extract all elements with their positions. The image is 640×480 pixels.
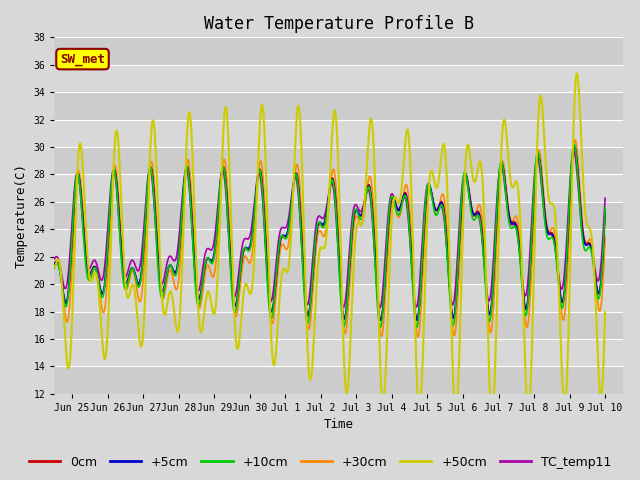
0cm bbox=[61, 300, 69, 306]
TC_temp11 bbox=[61, 286, 69, 291]
Line: TC_temp11: TC_temp11 bbox=[36, 152, 605, 308]
Bar bbox=[54, 257, 623, 284]
Y-axis label: Temperature(C): Temperature(C) bbox=[15, 163, 28, 268]
+10cm bbox=[33, 222, 40, 228]
Line: +10cm: +10cm bbox=[36, 144, 605, 327]
+30cm bbox=[601, 233, 609, 239]
+10cm bbox=[61, 304, 69, 310]
TC_temp11 bbox=[376, 305, 384, 311]
+30cm bbox=[414, 334, 422, 340]
Bar bbox=[54, 147, 623, 174]
+5cm bbox=[294, 180, 302, 186]
+10cm bbox=[570, 141, 578, 147]
Bar bbox=[54, 284, 623, 312]
+50cm bbox=[586, 225, 593, 231]
Legend: 0cm, +5cm, +10cm, +30cm, +50cm, TC_temp11: 0cm, +5cm, +10cm, +30cm, +50cm, TC_temp1… bbox=[24, 451, 616, 474]
0cm bbox=[481, 261, 488, 267]
Bar bbox=[54, 37, 623, 65]
+50cm bbox=[488, 413, 496, 419]
+5cm bbox=[481, 264, 488, 270]
+5cm bbox=[570, 144, 578, 150]
Bar bbox=[54, 65, 623, 92]
Line: +30cm: +30cm bbox=[36, 140, 605, 337]
Bar bbox=[54, 174, 623, 202]
+30cm bbox=[586, 237, 593, 242]
Text: SW_met: SW_met bbox=[60, 53, 105, 66]
Title: Water Temperature Profile B: Water Temperature Profile B bbox=[204, 15, 474, 33]
0cm bbox=[33, 228, 40, 233]
TC_temp11 bbox=[601, 195, 609, 201]
TC_temp11 bbox=[586, 240, 593, 246]
+10cm bbox=[481, 270, 488, 276]
+10cm bbox=[601, 205, 609, 211]
+5cm bbox=[586, 241, 593, 247]
0cm bbox=[601, 212, 609, 217]
Bar bbox=[54, 120, 623, 147]
+5cm bbox=[601, 207, 609, 213]
+5cm bbox=[33, 224, 40, 229]
+30cm bbox=[33, 249, 40, 254]
TC_temp11 bbox=[570, 149, 578, 155]
+50cm bbox=[309, 351, 317, 357]
+30cm bbox=[585, 237, 593, 242]
+5cm bbox=[61, 300, 69, 305]
+10cm bbox=[585, 244, 593, 250]
TC_temp11 bbox=[294, 188, 302, 194]
Line: 0cm: 0cm bbox=[36, 147, 605, 320]
+5cm bbox=[376, 317, 384, 323]
0cm bbox=[586, 240, 593, 246]
0cm bbox=[309, 269, 317, 275]
0cm bbox=[570, 144, 578, 150]
0cm bbox=[294, 178, 302, 183]
0cm bbox=[585, 240, 593, 246]
TC_temp11 bbox=[585, 240, 593, 246]
+10cm bbox=[309, 266, 317, 272]
+10cm bbox=[294, 182, 302, 188]
+50cm bbox=[573, 71, 580, 76]
+30cm bbox=[481, 252, 488, 257]
+5cm bbox=[585, 241, 593, 247]
Bar bbox=[54, 312, 623, 339]
Bar bbox=[54, 202, 623, 229]
+10cm bbox=[376, 324, 384, 330]
X-axis label: Time: Time bbox=[324, 419, 354, 432]
Bar bbox=[54, 339, 623, 366]
+50cm bbox=[294, 104, 302, 109]
Bar bbox=[54, 366, 623, 394]
TC_temp11 bbox=[33, 209, 40, 215]
TC_temp11 bbox=[309, 252, 317, 258]
Bar bbox=[54, 229, 623, 257]
0cm bbox=[377, 317, 385, 323]
+50cm bbox=[481, 215, 488, 220]
+50cm bbox=[585, 225, 593, 230]
+30cm bbox=[61, 315, 69, 321]
Line: +50cm: +50cm bbox=[36, 73, 605, 416]
+30cm bbox=[309, 287, 317, 292]
Bar bbox=[54, 92, 623, 120]
+30cm bbox=[572, 137, 579, 143]
+50cm bbox=[33, 301, 40, 307]
+30cm bbox=[294, 164, 302, 170]
TC_temp11 bbox=[481, 264, 488, 270]
+50cm bbox=[61, 341, 69, 347]
+10cm bbox=[586, 244, 593, 250]
+50cm bbox=[601, 309, 609, 315]
Line: +5cm: +5cm bbox=[36, 147, 605, 320]
+5cm bbox=[309, 267, 317, 273]
